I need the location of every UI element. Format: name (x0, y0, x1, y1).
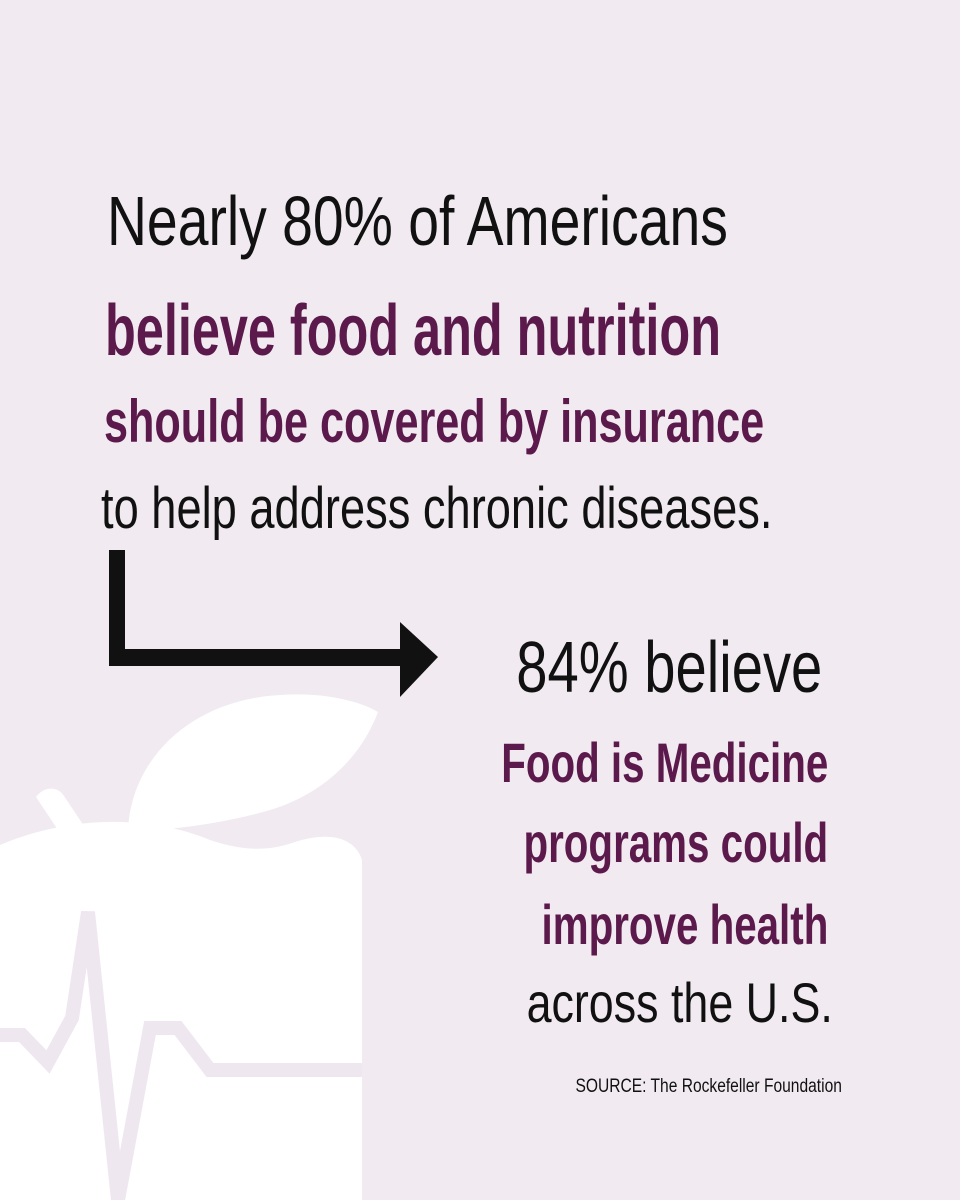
stat-line-5-text: across the U.S. (526, 971, 833, 1034)
headline-line-2: believe food and nutrition (105, 295, 960, 367)
headline-line-1-text: Nearly 80% of Americans (107, 182, 728, 260)
headline-line-4: to help address chronic diseases. (101, 480, 960, 538)
headline-line-3-text: should be covered by insurance (104, 388, 765, 455)
stat-line-1: 84% believe (430, 632, 822, 704)
apple-leaf-shape (128, 694, 378, 832)
heartbeat-line-icon (0, 910, 362, 1200)
stat-line-1-text: 84% believe (516, 628, 822, 708)
apple-stem-shape (36, 788, 108, 872)
arrow-shaft (109, 550, 412, 666)
source-credit-text: SOURCE: The Rockefeller Foundation (575, 1076, 842, 1097)
stat-line-4: improve health (430, 897, 828, 953)
headline-line-2-text: believe food and nutrition (105, 291, 721, 371)
stat-line-3-text: programs could (523, 811, 828, 874)
stat-line-4-text: improve health (541, 893, 828, 956)
stat-line-2: Food is Medicine (374, 735, 828, 791)
stat-line-5: across the U.S. (450, 975, 833, 1031)
headline-line-1: Nearly 80% of Americans (107, 186, 893, 256)
apple-body-shape (0, 821, 362, 1200)
headline-line-4-text: to help address chronic diseases. (101, 476, 773, 541)
source-credit: SOURCE: The Rockefeller Foundation (517, 1077, 842, 1096)
elbow-arrow-icon (109, 550, 438, 697)
headline-line-3: should be covered by insurance (104, 392, 960, 452)
arrow-head (400, 622, 438, 697)
stat-line-3: programs could (405, 815, 828, 871)
stat-line-2-text: Food is Medicine (500, 731, 828, 794)
